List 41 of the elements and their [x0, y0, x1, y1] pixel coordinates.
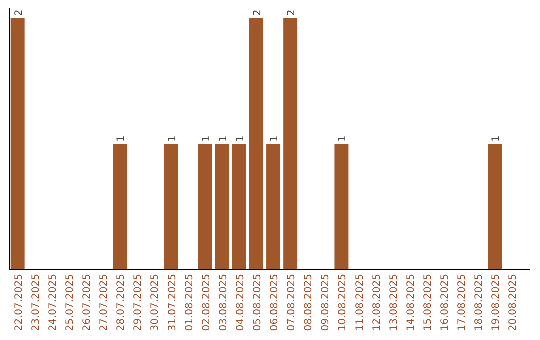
data-label: 1: [270, 136, 281, 142]
data-label: 1: [218, 136, 230, 142]
data-label: 1: [491, 136, 502, 142]
x-tick-label: 12.08.2025: [372, 274, 383, 332]
x-tick-label: 27.07.2025: [99, 274, 110, 332]
x-tick-label: 02.08.2025: [201, 274, 212, 332]
x-tick-label: 08.08.2025: [304, 274, 315, 332]
x-tick-label: 07.08.2025: [286, 274, 298, 332]
x-tick-label: 14.08.2025: [406, 274, 417, 332]
x-tick-label: 29.07.2025: [133, 274, 144, 332]
x-tick-label: 26.07.2025: [82, 274, 94, 332]
x-tick-label: 30.07.2025: [150, 274, 162, 332]
x-tick-label: 24.07.2025: [48, 274, 59, 332]
x-tick-label: 22.07.2025: [14, 274, 25, 332]
x-tick-label: 25.07.2025: [64, 274, 76, 332]
x-tick-label: 15.08.2025: [422, 274, 434, 332]
x-tick-label: 23.07.2025: [30, 274, 42, 332]
data-label: 2: [286, 10, 298, 16]
x-tick-label: 09.08.2025: [320, 274, 332, 332]
x-tick-label: 13.08.2025: [388, 274, 400, 332]
x-tick-label: 03.08.2025: [218, 274, 230, 332]
x-tick-label: 28.07.2025: [116, 274, 128, 332]
x-tick-label: 17.08.2025: [457, 274, 468, 332]
data-label: 1: [338, 136, 349, 142]
x-tick-label: 06.08.2025: [270, 274, 281, 332]
data-label: 2: [252, 10, 264, 16]
x-tick-label: 19.08.2025: [491, 274, 502, 332]
x-tick-label: 11.08.2025: [354, 274, 366, 332]
x-tick-label: 05.08.2025: [252, 274, 264, 332]
data-label: 1: [167, 136, 178, 142]
x-tick-label: 10.08.2025: [338, 274, 349, 332]
x-tick-label: 04.08.2025: [235, 274, 246, 332]
x-tick-label: 20.08.2025: [508, 274, 520, 332]
data-label: 1: [201, 136, 212, 142]
data-label: 1: [235, 136, 246, 142]
data-label: 1: [116, 136, 128, 142]
data-label: 2: [14, 10, 25, 16]
x-tick-label: 16.08.2025: [440, 274, 451, 332]
x-tick-label: 31.07.2025: [167, 274, 178, 332]
x-tick-label: 01.08.2025: [184, 274, 196, 332]
x-tick-label: 18.08.2025: [474, 274, 486, 332]
